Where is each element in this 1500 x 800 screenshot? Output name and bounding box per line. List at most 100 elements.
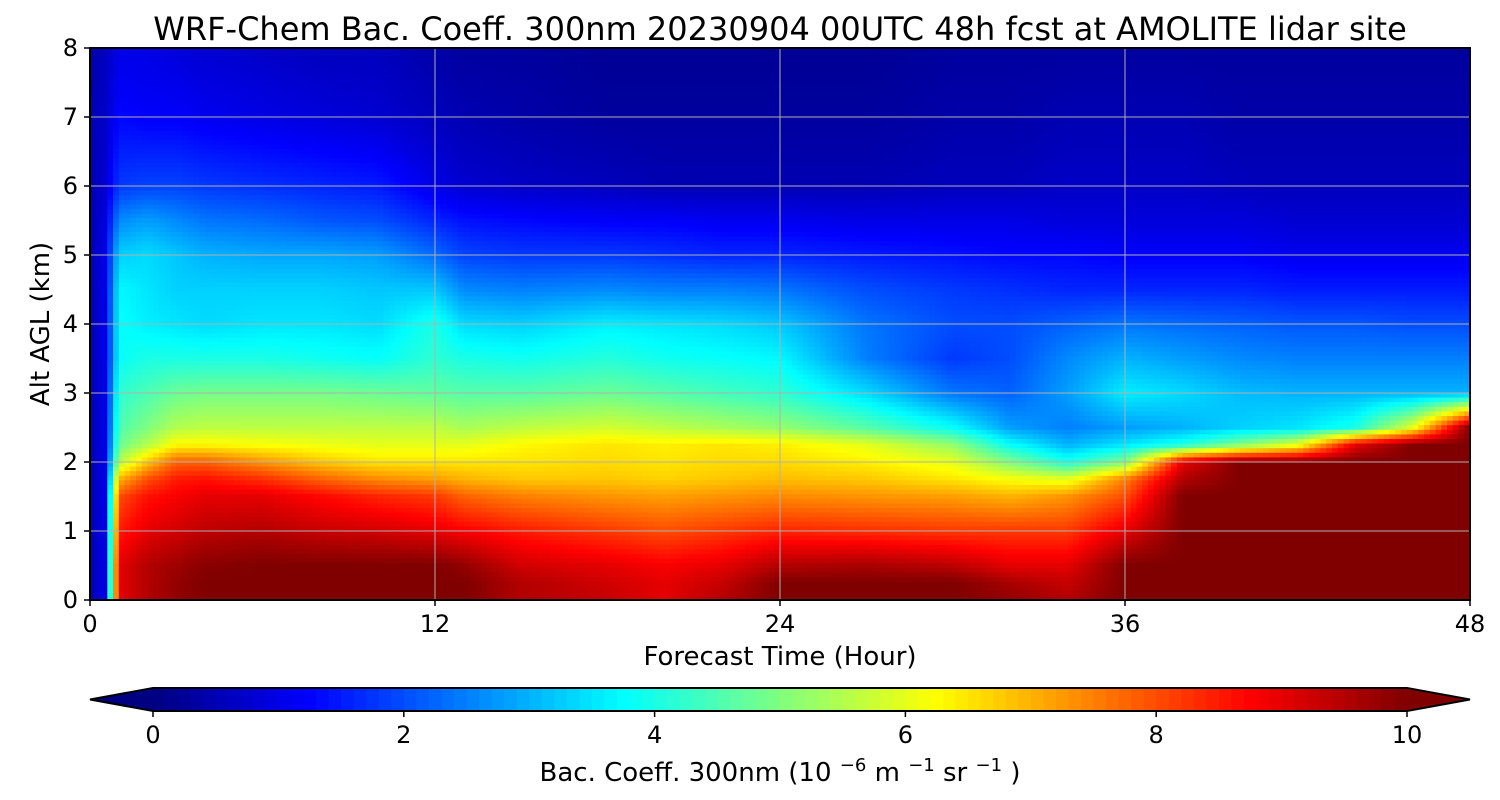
heatmap-cell: [418, 126, 424, 131]
heatmap-cell: [1033, 89, 1039, 94]
heatmap-cell: [832, 85, 838, 90]
heatmap-cell: [1395, 103, 1401, 108]
heatmap-cell: [1027, 89, 1033, 94]
heatmap-cell: [556, 89, 562, 94]
heatmap-cell: [1401, 99, 1407, 104]
heatmap-cell: [861, 53, 867, 58]
heatmap-cell: [981, 71, 987, 76]
heatmap-cell: [280, 131, 286, 136]
heatmap-cell: [228, 140, 234, 145]
heatmap-cell: [148, 85, 154, 90]
heatmap-cell: [987, 117, 993, 122]
heatmap-cell: [125, 71, 131, 76]
heatmap-cell: [1062, 99, 1068, 104]
heatmap-cell: [1367, 57, 1373, 62]
heatmap-cell: [291, 99, 297, 104]
heatmap-cell: [389, 71, 395, 76]
heatmap-cell: [130, 131, 136, 136]
heatmap-cell: [332, 94, 338, 99]
heatmap-cell: [1453, 131, 1459, 136]
heatmap-cell: [665, 85, 671, 90]
heatmap-cell: [107, 117, 113, 122]
heatmap-cell: [1137, 135, 1143, 140]
heatmap-cell: [401, 108, 407, 113]
heatmap-cell: [1286, 131, 1292, 136]
heatmap-cell: [1275, 85, 1281, 90]
heatmap-cell: [769, 99, 775, 104]
heatmap-cell: [1424, 103, 1430, 108]
heatmap-cell: [671, 94, 677, 99]
heatmap-cell: [1039, 99, 1045, 104]
heatmap-cell: [452, 108, 458, 113]
heatmap-cell: [366, 89, 372, 94]
heatmap-cell: [188, 126, 194, 131]
heatmap-cell: [268, 117, 274, 122]
heatmap-cell: [280, 53, 286, 58]
heatmap-cell: [694, 140, 700, 145]
heatmap-cell: [136, 94, 142, 99]
heatmap-cell: [763, 122, 769, 127]
heatmap-cell: [567, 94, 573, 99]
heatmap-cell: [596, 53, 602, 58]
heatmap-cell: [1016, 53, 1022, 58]
heatmap-cell: [464, 99, 470, 104]
heatmap-cell: [1321, 76, 1327, 81]
heatmap-cell: [970, 131, 976, 136]
heatmap-cell: [464, 117, 470, 122]
heatmap-cell: [136, 126, 142, 131]
heatmap-cell: [878, 94, 884, 99]
heatmap-cell: [487, 71, 493, 76]
heatmap-cell: [418, 94, 424, 99]
heatmap-cell: [326, 57, 332, 62]
heatmap-cell: [142, 71, 148, 76]
heatmap-cell: [521, 89, 527, 94]
heatmap-cell: [585, 62, 591, 67]
heatmap-cell: [711, 99, 717, 104]
heatmap-cell: [878, 62, 884, 67]
heatmap-cell: [838, 57, 844, 62]
heatmap-cell: [1194, 99, 1200, 104]
heatmap-cell: [878, 117, 884, 122]
heatmap-cell: [188, 140, 194, 145]
heatmap-cell: [1378, 85, 1384, 90]
heatmap-cell: [1252, 80, 1258, 85]
heatmap-cell: [924, 62, 930, 67]
heatmap-cell: [544, 71, 550, 76]
heatmap-cell: [1217, 103, 1223, 108]
heatmap-cell: [320, 117, 326, 122]
heatmap-cell: [130, 80, 136, 85]
heatmap-cell: [1010, 66, 1016, 71]
heatmap-cell: [355, 117, 361, 122]
heatmap-cell: [573, 103, 579, 108]
heatmap-cell: [1039, 85, 1045, 90]
heatmap-cell: [550, 135, 556, 140]
heatmap-cell: [631, 122, 637, 127]
heatmap-cell: [1309, 108, 1315, 113]
heatmap-cell: [1269, 62, 1275, 67]
heatmap-cell: [96, 57, 102, 62]
heatmap-cell: [1447, 76, 1453, 81]
heatmap-cell: [1269, 122, 1275, 127]
heatmap-cell: [1068, 62, 1074, 67]
heatmap-cell: [211, 122, 217, 127]
heatmap-cell: [550, 85, 556, 90]
heatmap-cell: [1395, 76, 1401, 81]
heatmap-cell: [746, 76, 752, 81]
heatmap-cell: [1096, 103, 1102, 108]
heatmap-cell: [320, 57, 326, 62]
heatmap-cell: [688, 76, 694, 81]
heatmap-cell: [700, 85, 706, 90]
heatmap-cell: [1194, 94, 1200, 99]
heatmap-cell: [424, 99, 430, 104]
heatmap-cell: [981, 80, 987, 85]
heatmap-cell: [1280, 135, 1286, 140]
heatmap-cell: [1131, 80, 1137, 85]
heatmap-cell: [780, 62, 786, 67]
heatmap-cell: [378, 131, 384, 136]
heatmap-cell: [1148, 135, 1154, 140]
heatmap-cell: [757, 122, 763, 127]
heatmap-cell: [866, 85, 872, 90]
heatmap-cell: [1045, 122, 1051, 127]
heatmap-cell: [602, 76, 608, 81]
heatmap-cell: [1022, 122, 1028, 127]
